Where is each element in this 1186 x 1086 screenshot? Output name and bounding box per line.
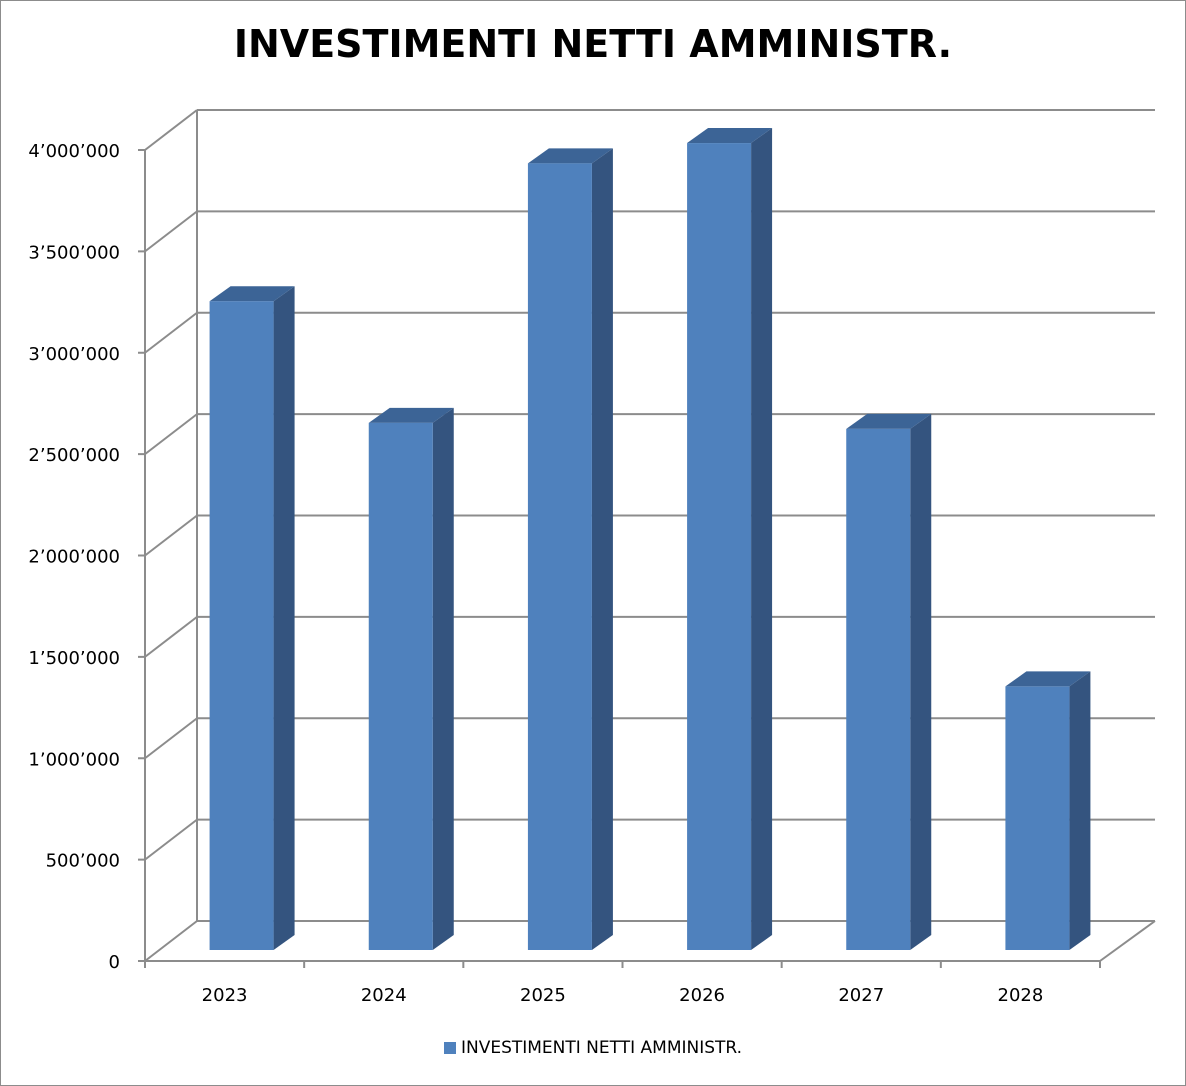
x-tick-label: 2027 — [838, 985, 884, 1006]
grid-side-line — [144, 210, 198, 253]
bar-top-2027 — [846, 413, 932, 429]
y-tick-label: 2’500’000 — [28, 445, 120, 466]
y-tick-label: 500’000 — [46, 851, 120, 872]
x-tick-label: 2024 — [361, 985, 407, 1006]
floor-right-edge — [1099, 920, 1156, 962]
bar-side-2028 — [1069, 671, 1091, 950]
bar-side-2023 — [273, 286, 295, 950]
bar-2023 — [209, 301, 274, 950]
grid-side-line — [144, 413, 198, 455]
legend-label: INVESTIMENTI NETTI AMMINISTR. — [460, 1038, 743, 1058]
bar-2025 — [527, 163, 592, 950]
bar-side-2025 — [591, 148, 613, 950]
bar-side-2024 — [432, 407, 454, 951]
y-tick-label: 3’500’000 — [28, 242, 120, 263]
grid-side-line — [144, 920, 198, 962]
bar-side-2026 — [751, 128, 773, 950]
y-tick-label: 1’500’000 — [28, 648, 120, 669]
bar-top-2025 — [527, 148, 613, 164]
chart-title: INVESTIMENTI NETTI AMMINISTR. — [233, 22, 953, 66]
x-tick-label: 2028 — [998, 985, 1044, 1006]
y-tick-label: 2’000’000 — [28, 547, 120, 568]
grid-side-line — [144, 109, 198, 151]
y-tick-label: 1’000’000 — [28, 749, 120, 770]
y-tick-label: 0 — [109, 952, 120, 973]
bar-top-2024 — [368, 407, 454, 423]
chart-legend: INVESTIMENTI NETTI AMMINISTR. — [0, 1038, 1186, 1058]
x-tick-label: 2025 — [520, 985, 566, 1006]
grid-side-line — [144, 818, 198, 861]
y-tick-label: 3’000’000 — [28, 344, 120, 365]
bar-top-2026 — [687, 128, 773, 144]
bar-side-2027 — [910, 413, 932, 950]
grid-side-line — [144, 311, 198, 354]
bar-top-2028 — [1005, 671, 1091, 687]
legend-swatch — [443, 1042, 456, 1054]
bar-top-2023 — [209, 286, 295, 302]
grid-side-line — [144, 514, 198, 557]
grid-side-line — [144, 717, 198, 760]
grid-side-line — [144, 616, 198, 658]
y-tick-label: 4’000’000 — [28, 141, 120, 162]
bar-2024 — [368, 422, 433, 951]
bar-2026 — [687, 143, 752, 950]
bar-2027 — [846, 428, 911, 950]
x-tick-label: 2023 — [202, 985, 248, 1006]
bar-2028 — [1005, 686, 1070, 950]
x-tick-label: 2026 — [679, 985, 725, 1006]
